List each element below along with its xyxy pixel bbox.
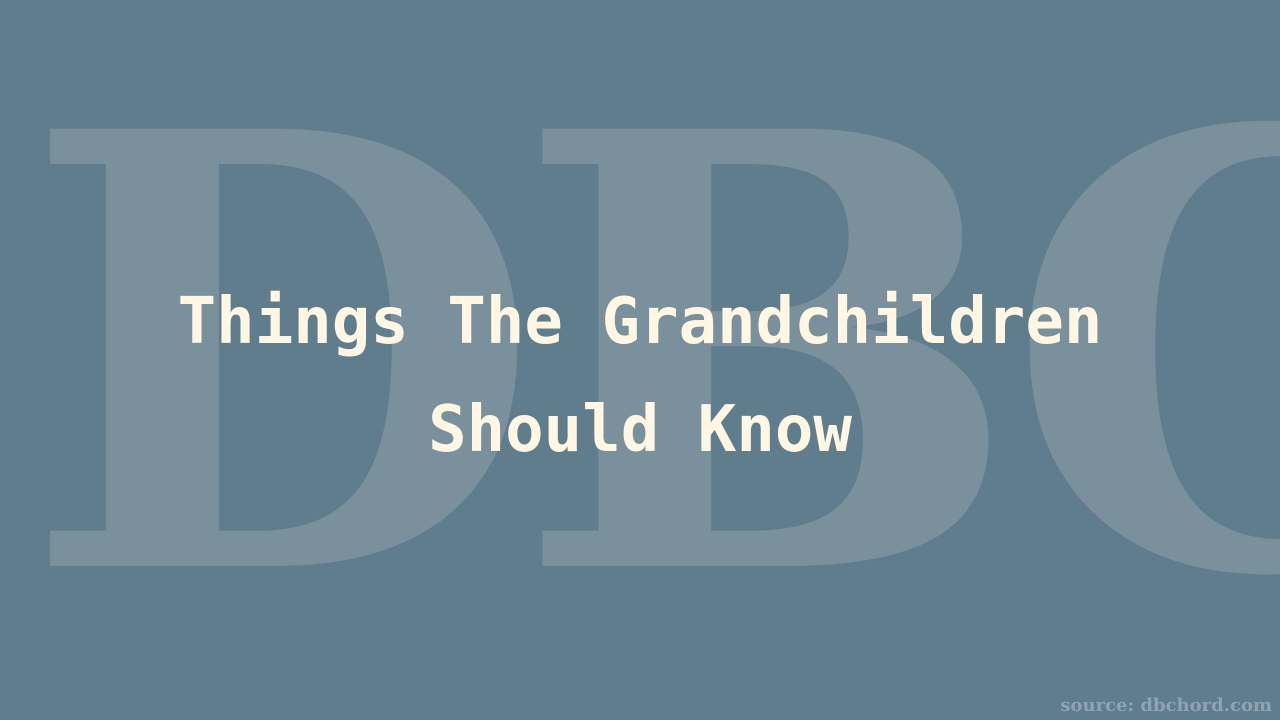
source-credit: source: dbchord.com bbox=[1060, 695, 1272, 716]
dbc-watermark: DBC bbox=[22, 3, 1280, 708]
title-line-2: Should Know bbox=[428, 393, 852, 467]
page-title: Things The Grandchildren Should Know bbox=[0, 268, 1280, 484]
title-line-1: Things The Grandchildren bbox=[177, 285, 1103, 359]
